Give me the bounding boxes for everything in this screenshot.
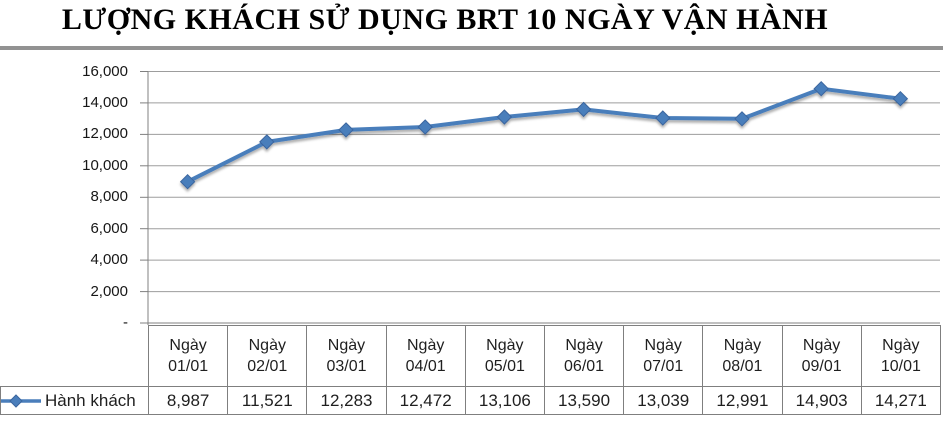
value-cell: 12,991: [702, 386, 783, 415]
chart-title: LƯỢNG KHÁCH SỬ DỤNG BRT 10 NGÀY VẬN HÀNH: [61, 3, 829, 36]
data-point-marker: [655, 110, 671, 126]
table-data-row: Hành khách 8,987 11,521 12,283 12,472 13,106 1…: [0, 386, 942, 415]
data-point-marker: [259, 134, 275, 150]
y-tick-label: -: [123, 314, 128, 331]
y-tick-label: 6,000: [90, 219, 128, 237]
category-header-cell: Ngày 09/01: [781, 325, 862, 387]
data-point-marker: [734, 111, 750, 127]
value-cell: 13,590: [543, 386, 625, 415]
value-cell: 8,987: [148, 386, 229, 415]
series-line: [185, 86, 903, 184]
y-tick-label: 12,000: [82, 125, 128, 143]
data-point-marker: [417, 119, 433, 135]
data-point-marker: [338, 122, 354, 138]
category-header-cell: Ngày 02/01: [227, 325, 308, 387]
category-header-cell: Ngày 10/01: [860, 325, 942, 387]
data-point-marker: [179, 173, 196, 190]
data-table: Ngày 01/01 Ngày 02/01 Ngày 03/01 Ngày 04/01…: [0, 325, 942, 415]
y-tick-label: 10,000: [82, 156, 128, 174]
data-point-marker: [575, 101, 592, 118]
category-header-cell: Ngày 05/01: [464, 325, 545, 387]
value-cell: 13,106: [464, 386, 545, 415]
y-tick-label: 4,000: [90, 251, 128, 269]
category-header-cell: Ngày 07/01: [623, 325, 704, 387]
line-chart-plot-area: [140, 71, 940, 325]
value-cell: 12,472: [385, 386, 466, 415]
series-name-label: Hành khách: [45, 390, 136, 410]
category-header-cell: Ngày 03/01: [306, 325, 387, 387]
value-cell: 12,283: [306, 386, 387, 415]
category-header-cell: Ngày 01/01: [148, 325, 229, 387]
series-legend-icon: [1, 393, 41, 408]
title-underline: [0, 46, 943, 50]
value-cell: 13,039: [623, 386, 704, 415]
table-header-row: Ngày 01/01 Ngày 02/01 Ngày 03/01 Ngày 04/01…: [0, 325, 942, 387]
category-header-cell: Ngày 06/01: [543, 325, 625, 387]
y-tick-label: 14,000: [82, 93, 128, 111]
category-header-cell: Ngày 04/01: [385, 325, 466, 387]
value-cell: 11,521: [227, 386, 308, 415]
series-group: [179, 80, 909, 190]
value-cell: 14,271: [860, 386, 942, 415]
value-cell: 14,903: [781, 386, 862, 415]
y-tick-label: 16,000: [82, 62, 128, 80]
category-header-cell: Ngày 08/01: [702, 325, 783, 387]
y-tick-label: 2,000: [90, 282, 128, 300]
y-tick-label: 8,000: [90, 188, 128, 206]
data-point-marker: [496, 109, 513, 125]
data-point-marker: [892, 90, 909, 107]
data-point-marker: [813, 80, 829, 97]
table-corner-spacer: [0, 325, 149, 387]
legend-cell: Hành khách: [0, 386, 150, 415]
